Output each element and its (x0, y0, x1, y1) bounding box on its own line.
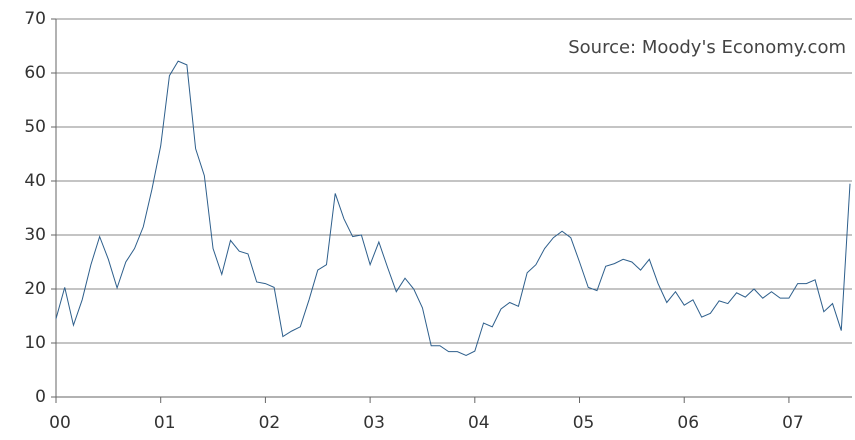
x-tick-label: 00 (49, 413, 71, 433)
y-tick-label: 70 (24, 9, 46, 29)
y-tick-label: 40 (24, 171, 46, 191)
x-tick-label: 01 (154, 413, 176, 433)
y-tick-label: 60 (24, 63, 46, 83)
x-tick-label: 07 (782, 413, 804, 433)
y-tick-label: 0 (35, 387, 46, 407)
y-tick-label: 10 (24, 333, 46, 353)
x-tick-label: 03 (363, 413, 385, 433)
x-tick-label: 04 (468, 413, 490, 433)
data-line (55, 60, 851, 356)
source-annotation: Source: Moody's Economy.com (568, 37, 846, 58)
x-tick-label: 06 (677, 413, 699, 433)
y-tick-label: 30 (24, 225, 46, 245)
y-tick-label: 20 (24, 279, 46, 299)
y-tick-label: 50 (24, 117, 46, 137)
x-tick-label: 05 (573, 413, 595, 433)
x-tick-label: 02 (259, 413, 281, 433)
